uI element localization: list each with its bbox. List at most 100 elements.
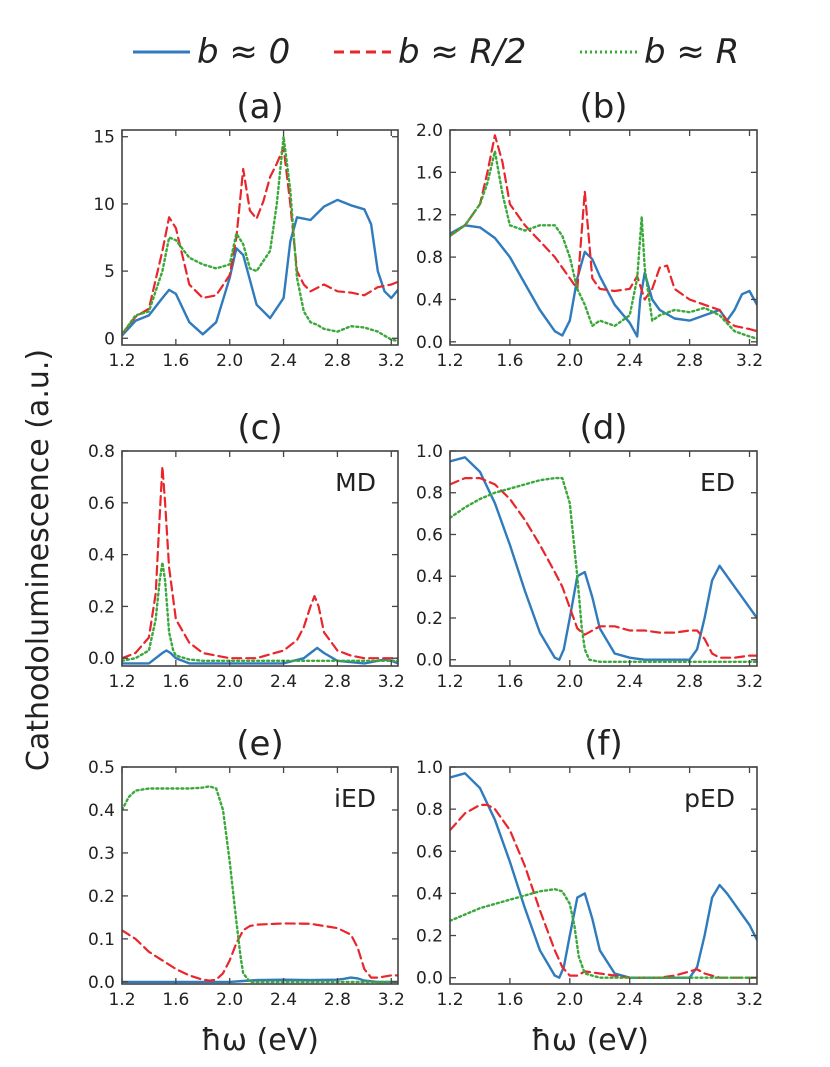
x-tick-label: 1.6 <box>162 672 189 692</box>
y-tick-label: 0.2 <box>416 609 443 629</box>
y-tick-label: 0.0 <box>416 651 443 671</box>
x-tick-label: 2.8 <box>324 351 351 371</box>
x-tick-label: 2.4 <box>616 351 643 371</box>
x-axis-label-left: ħω (eV) <box>201 1023 319 1058</box>
x-tick-label: 1.2 <box>436 351 463 371</box>
y-tick-label: 0.0 <box>416 333 443 353</box>
legend-label-bR: b ≈ R <box>644 32 739 72</box>
series-line-d-1 <box>450 456 757 661</box>
y-tick-label: 1.0 <box>416 758 443 778</box>
x-tick-label: 2.0 <box>216 990 243 1010</box>
y-tick-label: 5 <box>104 262 115 282</box>
x-tick-label: 2.0 <box>556 990 583 1010</box>
series-line-d-2 <box>450 477 757 659</box>
panel-title-a: (a) <box>236 87 283 127</box>
x-tick-label: 1.2 <box>436 672 463 692</box>
x-tick-label: 2.0 <box>556 672 583 692</box>
x-tick-label: 1.6 <box>496 351 523 371</box>
x-tick-label: 2.4 <box>270 351 297 371</box>
y-tick-label: 2.0 <box>416 121 443 141</box>
series-line-a-2 <box>122 146 398 336</box>
x-tick-label: 1.2 <box>108 351 135 371</box>
legend-label-bR2: b ≈ R/2 <box>398 32 526 72</box>
x-tick-label: 3.2 <box>736 990 763 1010</box>
y-tick-label: 0.2 <box>88 597 115 617</box>
series-line-c-3 <box>122 561 398 662</box>
y-tick-label: 1.0 <box>416 442 443 462</box>
plot-frame-b <box>449 129 758 346</box>
panel-title-e: (e) <box>236 724 283 764</box>
x-tick-label: 3.2 <box>378 990 405 1010</box>
series-line-b-1 <box>450 224 757 338</box>
y-tick-label: 0.8 <box>416 248 443 268</box>
y-tick-label: 0.4 <box>88 546 115 566</box>
y-tick-label: 0.6 <box>88 494 115 514</box>
panel-annotation-f: pED <box>684 784 735 813</box>
x-tick-label: 1.2 <box>436 990 463 1010</box>
panel-title-d: (d) <box>579 408 627 448</box>
panel-title-f: (f) <box>584 724 623 764</box>
plot-frame-c <box>121 450 399 667</box>
x-tick-label: 2.8 <box>324 990 351 1010</box>
y-tick-label: 0 <box>104 329 115 349</box>
x-tick-label: 2.8 <box>324 672 351 692</box>
x-tick-label: 3.2 <box>378 351 405 371</box>
y-tick-label: 0.8 <box>416 800 443 820</box>
series-line-b-3 <box>450 150 757 340</box>
series-line-f-1 <box>450 772 757 979</box>
x-tick-label: 2.0 <box>556 351 583 371</box>
x-tick-label: 2.0 <box>216 672 243 692</box>
x-tick-label: 1.6 <box>496 990 523 1010</box>
x-tick-label: 2.4 <box>616 990 643 1010</box>
panel-f: (f) pED 1.2 1.6 2.0 2.4 2.8 3.2 0.0 0.2 0.4 0.6 0.8 1… <box>416 724 763 1010</box>
x-tick-label: 2.8 <box>676 990 703 1010</box>
panel-title-b: (b) <box>579 87 627 127</box>
panel-a: (a) 1.2 1.6 2.0 2.4 2.8 3.2 0 5 10 15 <box>93 87 404 371</box>
y-tick-label: 0.5 <box>88 758 115 778</box>
y-tick-label: 1.2 <box>416 206 443 226</box>
x-tick-label: 1.6 <box>162 990 189 1010</box>
legend: b ≈ 0 b ≈ R/2 b ≈ R <box>133 32 739 72</box>
panel-b: (b) 1.2 1.6 2.0 2.4 2.8 3.2 0.0 0.4 0.8 1.2 1.6 2.0 <box>416 87 763 371</box>
y-tick-label: 0.4 <box>416 567 443 587</box>
series-line-a-3 <box>122 135 398 343</box>
x-axis-label-right: ħω (eV) <box>531 1023 649 1058</box>
x-tick-label: 3.2 <box>736 672 763 692</box>
panels: (a) 1.2 1.6 2.0 2.4 2.8 3.2 0 5 10 15 (b) 1.2 1.6 2.0 2… <box>88 87 763 1010</box>
y-tick-label: 0.0 <box>88 649 115 669</box>
x-tick-label: 1.6 <box>496 672 523 692</box>
panel-e: (e) iED 1.2 1.6 2.0 2.4 2.8 3.2 0.0 0.1 0.2 0.3 0.4 0… <box>88 724 405 1010</box>
y-tick-label: 0.3 <box>88 844 115 864</box>
panel-d: (d) ED 1.2 1.6 2.0 2.4 2.8 3.2 0.0 0.2 0.4 0.6 0.8 1.… <box>416 408 763 692</box>
series-line-a-1 <box>122 198 398 337</box>
y-tick-label: 15 <box>93 128 115 148</box>
y-tick-label: 0.0 <box>416 969 443 989</box>
legend-label-b0: b ≈ 0 <box>197 32 290 72</box>
series-line-c-2 <box>122 465 398 660</box>
panel-title-c: (c) <box>237 408 282 448</box>
y-tick-label: 0.4 <box>416 290 443 310</box>
plot-frame-f <box>449 766 758 985</box>
y-tick-label: 0.8 <box>416 484 443 504</box>
x-tick-label: 3.2 <box>378 672 405 692</box>
panel-annotation-c: MD <box>335 468 376 497</box>
x-tick-label: 1.2 <box>108 990 135 1010</box>
plot-frame-d <box>449 450 758 667</box>
panel-annotation-d: ED <box>700 468 735 497</box>
y-tick-label: 0.0 <box>88 973 115 993</box>
x-tick-label: 2.4 <box>270 672 297 692</box>
x-tick-label: 3.2 <box>736 351 763 371</box>
panel-c: (c) MD 1.2 1.6 2.0 2.4 2.8 3.2 0.0 0.2 0.4 0.6 0.8 <box>88 408 405 692</box>
series-line-f-2 <box>450 803 757 979</box>
y-axis-label: Cathodoluminescence (a.u.) <box>21 349 56 771</box>
y-tick-label: 0.8 <box>88 442 115 462</box>
x-tick-label: 2.4 <box>616 672 643 692</box>
plot-frame-a <box>121 129 399 346</box>
y-tick-label: 0.1 <box>88 930 115 950</box>
series-line-e-2 <box>122 922 398 982</box>
y-tick-label: 10 <box>93 195 115 215</box>
series-line-b-2 <box>450 134 757 333</box>
x-tick-label: 2.4 <box>270 990 297 1010</box>
y-tick-label: 0.4 <box>416 884 443 904</box>
